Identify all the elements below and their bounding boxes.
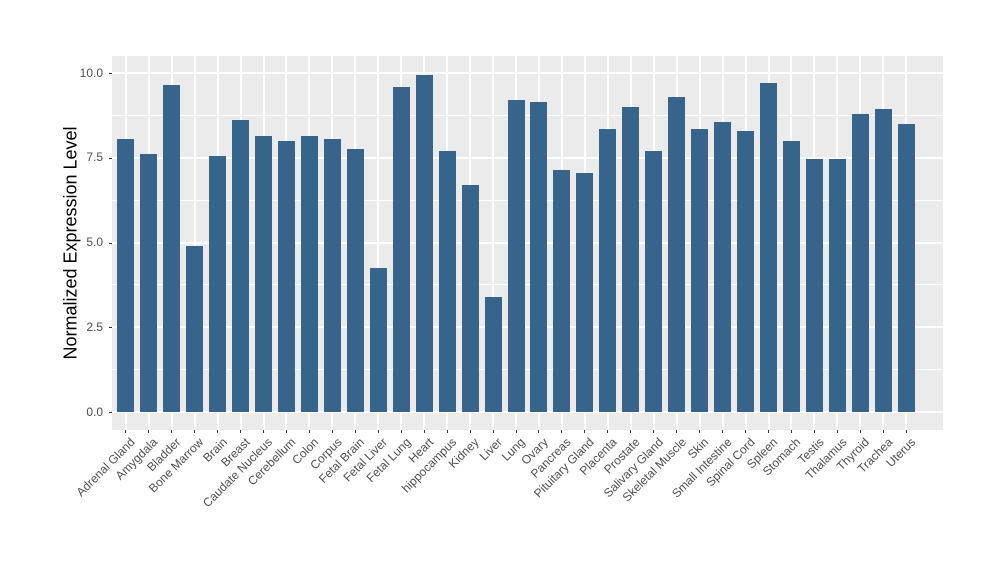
bar: [897, 123, 915, 412]
x-tick-mark: [285, 430, 287, 433]
bar: [369, 267, 387, 412]
minor-gridline: [112, 199, 943, 201]
x-tick-mark: [400, 430, 402, 433]
x-tick-mark: [331, 430, 333, 433]
plot-panel: [112, 56, 943, 430]
bar: [117, 139, 135, 412]
x-tick-mark: [699, 430, 701, 433]
y-tick-mark: [109, 73, 112, 74]
x-tick-mark: [813, 430, 815, 433]
x-tick-mark: [882, 430, 884, 433]
y-tick-mark: [109, 327, 112, 329]
bar: [691, 128, 709, 412]
bar: [163, 84, 181, 412]
x-tick-mark: [653, 430, 655, 433]
bar: [277, 140, 295, 412]
y-tick-label: 7.5: [86, 150, 103, 165]
minor-gridline: [112, 284, 943, 286]
bar: [232, 120, 250, 412]
x-tick-mark: [217, 430, 219, 433]
x-tick-mark: [676, 430, 678, 433]
bar: [484, 296, 502, 412]
bar: [209, 156, 227, 412]
bar: [668, 96, 686, 412]
x-tick-mark: [768, 430, 770, 433]
minor-gridline: [112, 369, 943, 371]
bar: [622, 106, 640, 412]
bar: [576, 173, 594, 412]
bar: [828, 159, 846, 412]
x-tick-mark: [240, 430, 242, 433]
x-tick-mark: [308, 430, 310, 433]
x-tick-mark: [859, 430, 861, 433]
bar: [461, 184, 479, 412]
minor-gridline: [112, 114, 943, 116]
y-tick-mark: [109, 157, 112, 159]
bar: [851, 113, 869, 412]
x-tick-mark: [745, 430, 747, 433]
bar: [255, 135, 272, 412]
bar: [507, 100, 525, 412]
x-tick-mark: [515, 430, 517, 433]
x-tick-mark: [171, 430, 173, 433]
category-gridline: [492, 56, 495, 430]
x-tick-mark: [538, 430, 540, 433]
bar: [530, 101, 548, 412]
x-tick-mark: [630, 430, 632, 433]
x-tick-mark: [905, 430, 907, 433]
x-tick-mark: [469, 430, 471, 433]
bar: [438, 150, 456, 412]
x-tick-mark: [423, 430, 425, 433]
category-gridline: [377, 56, 380, 430]
x-tick-mark: [125, 430, 127, 433]
bar: [186, 245, 204, 412]
x-tick-mark: [446, 430, 448, 433]
bar: [323, 139, 341, 412]
x-tick-mark: [722, 430, 724, 433]
bar: [714, 122, 732, 412]
x-tick-mark: [492, 430, 494, 433]
bar: [599, 128, 617, 412]
bar: [553, 169, 571, 412]
x-tick-mark: [561, 430, 563, 433]
x-tick-label: Liver: [476, 435, 505, 464]
y-tick-label: 0.0: [86, 404, 103, 419]
major-gridline: [112, 326, 943, 329]
bar: [415, 74, 433, 412]
x-tick-mark: [194, 430, 196, 433]
bar: [645, 150, 663, 412]
bar: [760, 83, 778, 412]
bar: [805, 159, 823, 412]
bar: [392, 86, 410, 412]
bar: [300, 135, 318, 412]
bar: [737, 130, 755, 412]
major-gridline: [112, 156, 943, 159]
major-gridline: [112, 241, 943, 244]
bar: [874, 108, 892, 412]
y-tick-label: 5.0: [86, 235, 103, 249]
x-tick-mark: [148, 430, 150, 433]
x-tick-mark: [263, 430, 264, 433]
category-gridline: [193, 56, 196, 430]
y-tick-mark: [109, 412, 112, 413]
x-tick-mark: [836, 430, 838, 433]
y-tick-label: 10.0: [79, 65, 103, 80]
x-tick-mark: [377, 430, 379, 433]
y-tick-label: 2.5: [86, 319, 103, 334]
y-tick-mark: [109, 242, 112, 244]
major-gridline: [112, 411, 943, 413]
x-tick-mark: [354, 430, 356, 433]
major-gridline: [112, 72, 943, 74]
x-tick-mark: [607, 430, 609, 433]
bar: [346, 149, 364, 412]
x-tick-mark: [584, 430, 586, 433]
x-tick-mark: [790, 430, 792, 433]
bar: [782, 140, 800, 412]
bar: [140, 154, 158, 412]
